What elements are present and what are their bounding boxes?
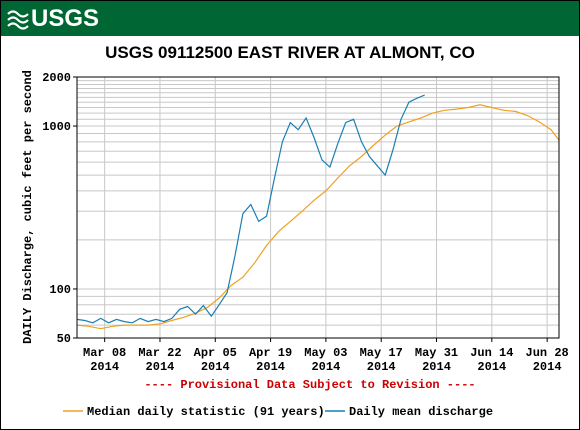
grid-lines [77,76,559,338]
x-tick-label: Jun 28 [526,346,569,360]
plot-area [77,77,559,338]
plot-border [76,76,560,339]
y-tick-label: 50 [57,332,71,346]
x-tick-year-label: 2014 [477,360,506,374]
usgs-banner: USGS [1,1,579,36]
x-tick-year-label: 2014 [90,360,119,374]
x-tick-label: Apr 05 [194,346,237,360]
usgs-wave-logo-icon [7,10,29,30]
x-tick-label: May 31 [415,346,458,360]
x-tick-label: Mar 22 [138,346,181,360]
y-tick-label: 2000 [42,71,71,85]
x-tick-year-label: 2014 [311,360,340,374]
series-line-daily-mean [76,94,425,324]
y-tick-label: 100 [49,283,71,297]
x-tick-year-label: 2014 [533,360,562,374]
usgs-logo-text: USGS [31,5,100,32]
legend: Median daily statistic (91 years) Daily … [63,405,493,419]
x-tick-label: May 03 [304,346,347,360]
y-axis-label: DAILY Discharge, cubic feet per second [21,70,35,344]
x-tick-label: Mar 08 [83,346,126,360]
x-tick-year-label: 2014 [367,360,396,374]
y-axis-ticks: 50 100 1000 2000 [42,71,77,346]
series-layer [76,94,560,330]
series-line-median [76,104,560,330]
legend-label-mean: Daily mean discharge [349,405,493,419]
x-tick-year-label: 2014 [146,360,175,374]
x-tick-year-label: 2014 [256,360,285,374]
y-tick-label: 1000 [42,120,71,134]
x-tick-year-label: 2014 [201,360,230,374]
provisional-notice: ---- Provisional Data Subject to Revisio… [144,378,475,392]
x-tick-label: Jun 14 [470,346,513,360]
legend-label-median: Median daily statistic (91 years) [87,405,325,419]
x-tick-year-label: 2014 [422,360,451,374]
chart-title: USGS 09112500 EAST RIVER AT ALMONT, CO [105,43,475,62]
x-tick-label: Apr 19 [249,346,292,360]
x-tick-label: May 17 [360,346,403,360]
